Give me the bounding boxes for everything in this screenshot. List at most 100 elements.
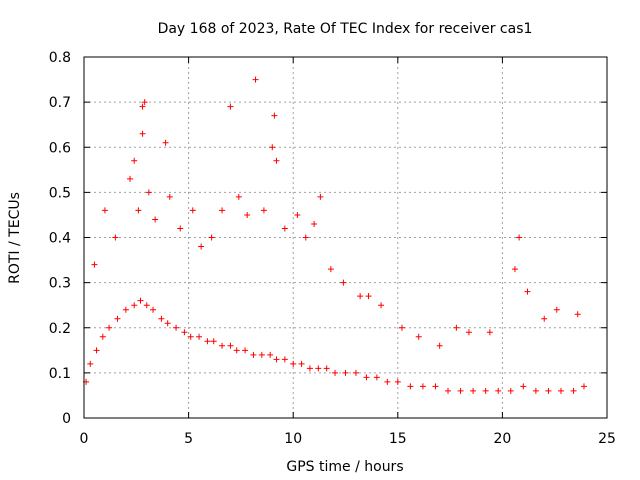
- data-point: [363, 374, 370, 381]
- data-point: [227, 103, 234, 110]
- data-point: [139, 103, 146, 110]
- data-point: [465, 329, 472, 336]
- data-point: [302, 234, 309, 241]
- data-point: [219, 342, 226, 349]
- y-tick-label: 0.6: [49, 140, 71, 156]
- data-point: [271, 112, 278, 119]
- data-point: [93, 347, 100, 354]
- y-tick-label: 0.8: [49, 50, 71, 66]
- data-point: [507, 387, 514, 394]
- grid-layer: [84, 57, 607, 418]
- data-point: [365, 293, 372, 300]
- data-point: [315, 365, 322, 372]
- data-point: [181, 329, 188, 336]
- data-point: [177, 225, 184, 232]
- data-point: [340, 279, 347, 286]
- data-point: [357, 293, 364, 300]
- data-point: [436, 342, 443, 349]
- data-point: [415, 333, 422, 340]
- y-tick-label: 0.2: [49, 321, 71, 337]
- data-point: [398, 324, 405, 331]
- data-point: [127, 175, 134, 182]
- data-point: [532, 387, 539, 394]
- data-point: [311, 220, 318, 227]
- data-point: [574, 311, 581, 318]
- x-tick-label: 15: [389, 431, 407, 447]
- data-point: [122, 306, 129, 313]
- data-point: [145, 189, 152, 196]
- data-point: [187, 333, 194, 340]
- data-point: [99, 333, 106, 340]
- x-axis-label: GPS time / hours: [286, 459, 403, 475]
- data-point: [432, 383, 439, 390]
- data-point: [273, 157, 280, 164]
- data-point: [106, 324, 113, 331]
- data-point: [394, 378, 401, 385]
- x-tick-label: 10: [284, 431, 302, 447]
- data-point: [114, 315, 121, 322]
- data-point: [273, 356, 280, 363]
- data-point: [323, 365, 330, 372]
- data-point: [520, 383, 527, 390]
- data-point: [306, 365, 313, 372]
- x-tick-label: 0: [80, 431, 89, 447]
- x-tick-label: 25: [598, 431, 616, 447]
- data-point: [281, 356, 288, 363]
- data-point: [342, 369, 349, 376]
- data-point: [495, 387, 502, 394]
- y-tick-label: 0.3: [49, 276, 71, 292]
- data-point: [242, 347, 249, 354]
- data-point: [524, 288, 531, 295]
- data-point: [267, 351, 274, 358]
- data-point: [173, 324, 180, 331]
- data-point: [252, 76, 259, 83]
- data-point: [570, 387, 577, 394]
- data-point: [294, 211, 301, 218]
- data-point: [112, 234, 119, 241]
- data-point: [317, 193, 324, 200]
- data-point: [210, 338, 217, 345]
- data-point: [407, 383, 414, 390]
- data-point: [250, 351, 257, 358]
- data-point: [143, 302, 150, 309]
- data-point: [196, 333, 203, 340]
- y-tick-label: 0.1: [49, 366, 71, 382]
- data-point: [166, 193, 173, 200]
- data-point: [189, 207, 196, 214]
- data-point: [457, 387, 464, 394]
- data-point: [445, 387, 452, 394]
- data-point: [233, 347, 240, 354]
- data-point: [352, 369, 359, 376]
- data-point: [327, 266, 334, 273]
- x-tick-label: 5: [184, 431, 193, 447]
- data-point: [373, 374, 380, 381]
- data-point: [101, 207, 108, 214]
- data-point: [87, 360, 94, 367]
- data-point: [164, 320, 171, 327]
- data-point: [482, 387, 489, 394]
- data-point: [131, 302, 138, 309]
- data-point: [378, 302, 385, 309]
- data-point: [131, 157, 138, 164]
- data-point: [557, 387, 564, 394]
- data-point: [453, 324, 460, 331]
- data-point: [162, 139, 169, 146]
- data-point: [545, 387, 552, 394]
- data-point: [150, 306, 157, 313]
- data-point: [332, 369, 339, 376]
- data-point: [511, 266, 518, 273]
- data-point: [91, 261, 98, 268]
- data-point: [137, 297, 144, 304]
- data-point: [219, 207, 226, 214]
- y-axis-label: ROTI / TECUs: [7, 192, 23, 284]
- y-tick-label: 0.4: [49, 231, 71, 247]
- y-tick-label: 0.7: [49, 95, 71, 111]
- data-point: [580, 383, 587, 390]
- data-point: [135, 207, 142, 214]
- y-tick-label: 0: [62, 411, 71, 427]
- data-point: [258, 351, 265, 358]
- data-point: [470, 387, 477, 394]
- data-point: [419, 383, 426, 390]
- points-layer: [83, 76, 587, 394]
